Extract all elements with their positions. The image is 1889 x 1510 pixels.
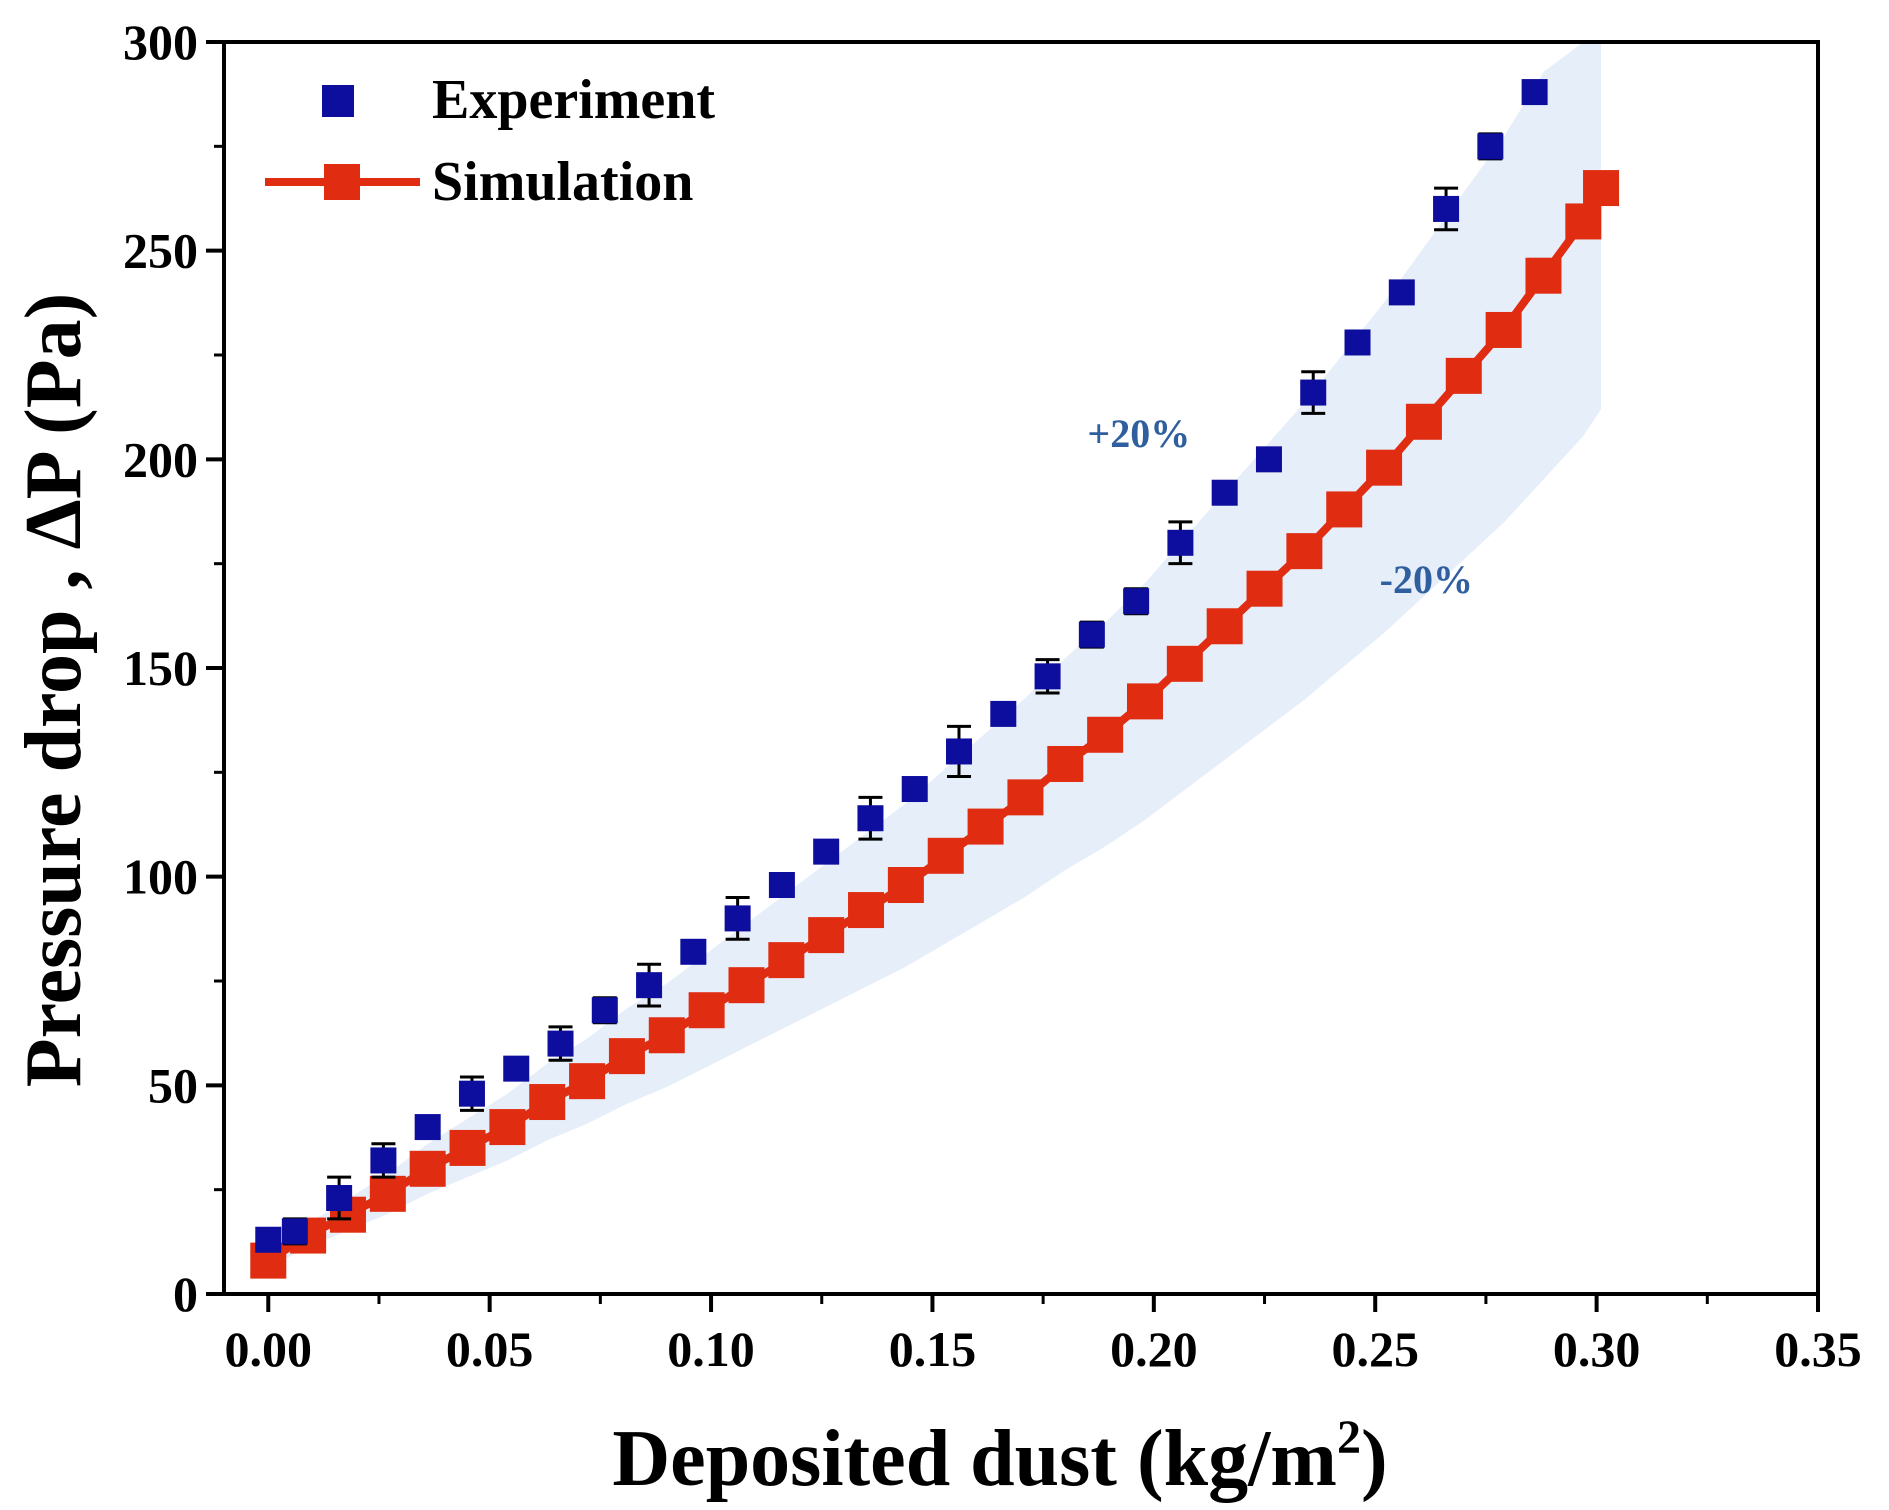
legend: Experiment Simulation bbox=[265, 69, 715, 213]
experiment-point bbox=[724, 905, 751, 932]
simulation-point bbox=[1366, 449, 1403, 486]
y-tick-label: 100 bbox=[123, 849, 198, 905]
x-tick-label: 0.00 bbox=[225, 1321, 313, 1377]
experiment-point bbox=[1477, 133, 1504, 160]
simulation-point bbox=[967, 808, 1004, 845]
x-tick-label: 0.25 bbox=[1331, 1321, 1419, 1377]
x-tick-label: 0.20 bbox=[1110, 1321, 1198, 1377]
legend-experiment-label: Experiment bbox=[432, 69, 715, 131]
error-band-layer bbox=[268, 42, 1601, 1268]
simulation-point bbox=[1405, 403, 1442, 440]
y-tick-label: 150 bbox=[123, 640, 198, 696]
y-axis-title: Pressure drop , ΔP (Pa) bbox=[10, 293, 98, 1088]
x-axis-title-superscript: 2 bbox=[1337, 1411, 1361, 1464]
simulation-point bbox=[1206, 608, 1243, 645]
band-upper-label: +20% bbox=[1087, 411, 1190, 456]
experiment-point bbox=[990, 700, 1017, 727]
simulation-point bbox=[688, 992, 725, 1029]
simulation-point bbox=[1166, 645, 1203, 682]
x-tick-label: 0.05 bbox=[446, 1321, 534, 1377]
experiment-point bbox=[326, 1185, 353, 1212]
simulation-point bbox=[1326, 491, 1363, 528]
experiment-point bbox=[768, 872, 795, 899]
x-tick-label: 0.30 bbox=[1553, 1321, 1641, 1377]
y-tick-label: 0 bbox=[173, 1266, 198, 1322]
experiment-point bbox=[636, 972, 663, 999]
experiment-point bbox=[1344, 329, 1371, 356]
x-tick-label: 0.35 bbox=[1774, 1321, 1862, 1377]
experiment-point bbox=[1167, 529, 1194, 556]
y-tick-label: 300 bbox=[123, 14, 198, 70]
experiment-point bbox=[1300, 379, 1327, 406]
experiment-point bbox=[370, 1147, 397, 1174]
experiment-series bbox=[255, 79, 1548, 1253]
simulation-point bbox=[1126, 683, 1163, 720]
y-tick-labels: 0 50 100 150 200 250 300 bbox=[123, 14, 198, 1322]
simulation-point bbox=[1087, 716, 1124, 753]
experiment-point bbox=[1388, 279, 1415, 306]
legend-simulation-marker bbox=[324, 164, 360, 200]
experiment-point bbox=[414, 1114, 441, 1141]
simulation-point bbox=[1445, 357, 1482, 394]
simulation-point bbox=[1583, 170, 1620, 207]
experiment-point bbox=[1521, 79, 1548, 106]
simulation-point bbox=[728, 967, 765, 1004]
experiment-point bbox=[281, 1218, 308, 1245]
simulation-point bbox=[529, 1084, 566, 1121]
experiment-point bbox=[1211, 479, 1238, 506]
simulation-point bbox=[409, 1150, 446, 1187]
experiment-point bbox=[813, 838, 840, 865]
error-band bbox=[268, 42, 1601, 1268]
simulation-series bbox=[250, 170, 1620, 1279]
simulation-point bbox=[648, 1017, 685, 1054]
experiment-point bbox=[591, 997, 618, 1024]
x-tick-label: 0.15 bbox=[889, 1321, 977, 1377]
simulation-point bbox=[569, 1063, 606, 1100]
y-tick-label: 250 bbox=[123, 223, 198, 279]
simulation-point bbox=[608, 1038, 645, 1075]
band-labels: +20% -20% bbox=[1087, 411, 1473, 602]
experiment-point bbox=[458, 1080, 485, 1107]
experiment-point bbox=[1255, 446, 1282, 473]
simulation-point bbox=[369, 1175, 406, 1212]
experiment-point bbox=[680, 938, 707, 965]
x-tick-label: 0.10 bbox=[667, 1321, 755, 1377]
simulation-point bbox=[768, 942, 805, 979]
simulation-point bbox=[489, 1109, 526, 1146]
y-tick-label: 50 bbox=[148, 1057, 198, 1113]
experiment-point bbox=[1123, 588, 1150, 615]
simulation-point bbox=[1047, 745, 1084, 782]
simulation-point bbox=[1565, 203, 1602, 240]
simulation-point bbox=[1525, 257, 1562, 294]
x-axis-title: Deposited dust (kg/m2) bbox=[612, 1411, 1387, 1503]
simulation-point bbox=[927, 837, 964, 874]
legend-experiment-marker bbox=[322, 85, 354, 117]
x-axis-title-main: Deposited dust (kg/m bbox=[612, 1415, 1337, 1503]
experiment-point bbox=[901, 776, 928, 803]
simulation-point bbox=[1246, 570, 1283, 607]
experiment-point bbox=[946, 738, 973, 765]
simulation-point bbox=[449, 1129, 486, 1166]
axes bbox=[206, 40, 1820, 1312]
experiment-point bbox=[1034, 663, 1061, 690]
simulation-point bbox=[808, 917, 845, 954]
experiment-point bbox=[1433, 195, 1460, 222]
y-tick-label: 200 bbox=[123, 431, 198, 487]
band-lower-label: -20% bbox=[1380, 557, 1473, 602]
experiment-point bbox=[255, 1226, 282, 1253]
experiment-point bbox=[503, 1055, 530, 1082]
simulation-point bbox=[887, 867, 924, 904]
simulation-point bbox=[848, 892, 885, 929]
simulation-point bbox=[1485, 311, 1522, 348]
x-tick-labels: 0.00 0.05 0.10 0.15 0.20 0.25 0.30 0.35 bbox=[225, 1321, 1862, 1377]
experiment-point bbox=[547, 1030, 574, 1057]
simulation-point bbox=[1007, 779, 1044, 816]
experiment-point bbox=[857, 805, 884, 832]
experiment-point bbox=[1078, 621, 1105, 648]
legend-simulation-label: Simulation bbox=[432, 151, 693, 213]
simulation-point bbox=[1286, 533, 1323, 570]
x-axis-title-close: ) bbox=[1361, 1415, 1388, 1503]
